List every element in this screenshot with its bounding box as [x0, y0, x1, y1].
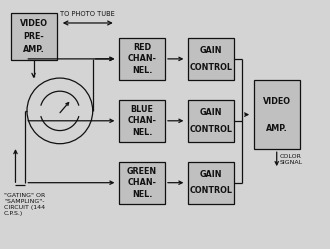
Text: GAIN: GAIN [200, 108, 222, 117]
Text: "GATING" OR
"SAMPLING"-
CIRCUIT (144
C.P.S.): "GATING" OR "SAMPLING"- CIRCUIT (144 C.P… [4, 192, 45, 216]
Bar [11, 13, 56, 60]
Text: BLUE: BLUE [131, 105, 153, 114]
Text: GAIN: GAIN [200, 170, 222, 179]
Bar [119, 162, 165, 204]
Text: NEL.: NEL. [132, 190, 152, 199]
Text: CONTROL: CONTROL [189, 62, 233, 72]
Text: AMP.: AMP. [266, 124, 288, 133]
Text: GAIN: GAIN [200, 46, 222, 55]
Text: TO PHOTO TUBE: TO PHOTO TUBE [60, 11, 115, 17]
Bar [188, 38, 234, 80]
Text: RED: RED [133, 43, 151, 52]
Text: VIDEO: VIDEO [263, 97, 291, 106]
Bar [188, 100, 234, 142]
Text: VIDEO: VIDEO [19, 19, 48, 28]
Text: CHAN-: CHAN- [128, 116, 156, 125]
Text: NEL.: NEL. [132, 128, 152, 137]
Text: AMP.: AMP. [23, 45, 45, 54]
Text: CONTROL: CONTROL [189, 124, 233, 133]
Text: CHAN-: CHAN- [128, 54, 156, 63]
Text: GREEN: GREEN [127, 167, 157, 176]
Bar [119, 38, 165, 80]
Bar [188, 162, 234, 204]
Text: CONTROL: CONTROL [189, 187, 233, 195]
Bar [119, 100, 165, 142]
Text: NEL.: NEL. [132, 66, 152, 75]
Text: CHAN-: CHAN- [128, 178, 156, 187]
Text: PRE-: PRE- [23, 32, 44, 41]
Text: COLOR
SIGNAL: COLOR SIGNAL [280, 154, 303, 165]
Bar [254, 80, 300, 149]
